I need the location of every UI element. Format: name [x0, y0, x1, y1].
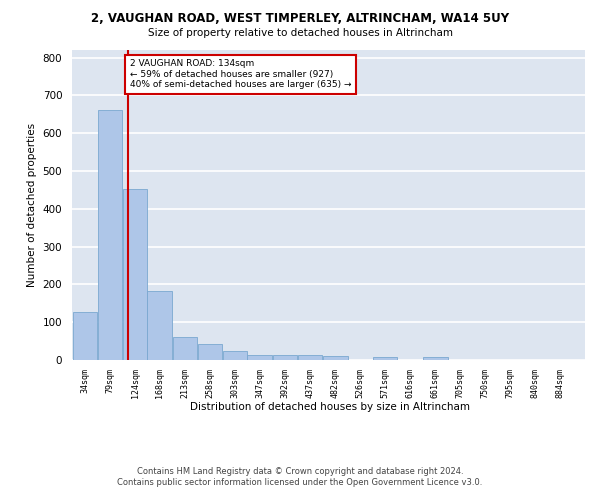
- Text: Contains HM Land Registry data © Crown copyright and database right 2024.
Contai: Contains HM Land Registry data © Crown c…: [118, 468, 482, 487]
- Bar: [272, 355, 297, 360]
- Text: 2, VAUGHAN ROAD, WEST TIMPERLEY, ALTRINCHAM, WA14 5UY: 2, VAUGHAN ROAD, WEST TIMPERLEY, ALTRINC…: [91, 12, 509, 26]
- Y-axis label: Number of detached properties: Number of detached properties: [27, 123, 37, 287]
- Text: Size of property relative to detached houses in Altrincham: Size of property relative to detached ho…: [148, 28, 452, 38]
- Bar: [148, 291, 172, 360]
- Text: 2 VAUGHAN ROAD: 134sqm
← 59% of detached houses are smaller (927)
40% of semi-de: 2 VAUGHAN ROAD: 134sqm ← 59% of detached…: [130, 60, 352, 90]
- Bar: [98, 110, 122, 360]
- Bar: [223, 350, 247, 360]
- Bar: [323, 356, 347, 360]
- Bar: [423, 357, 448, 360]
- Text: Distribution of detached houses by size in Altrincham: Distribution of detached houses by size …: [190, 402, 470, 412]
- Bar: [123, 189, 148, 360]
- Bar: [298, 356, 322, 360]
- Bar: [73, 312, 97, 360]
- Bar: [373, 357, 397, 360]
- Bar: [173, 338, 197, 360]
- Bar: [198, 344, 223, 360]
- Bar: [247, 356, 272, 360]
